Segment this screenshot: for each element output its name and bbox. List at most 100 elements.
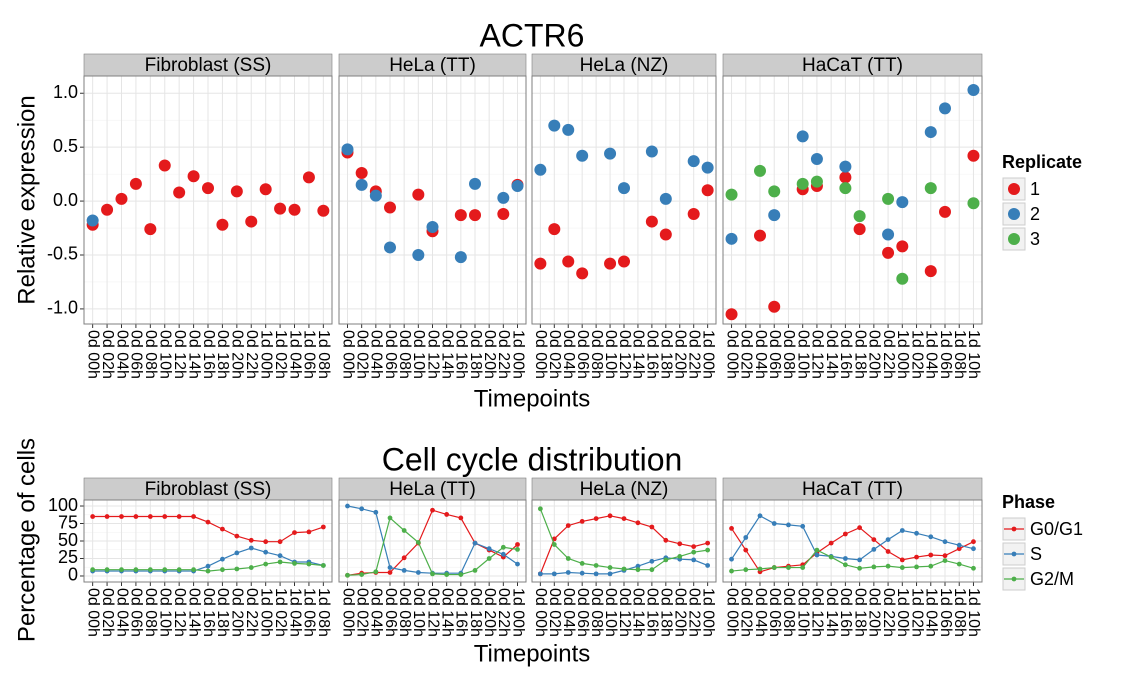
- point: [579, 570, 585, 576]
- point: [691, 557, 697, 563]
- point: [515, 546, 520, 552]
- point: [956, 561, 962, 567]
- point: [914, 564, 919, 570]
- x-tick-label: 0d 16h: [453, 588, 470, 637]
- point: [743, 547, 749, 553]
- point: [486, 556, 492, 561]
- x-tick-label: 0d 20h: [229, 330, 246, 379]
- scatter-point: [497, 208, 510, 221]
- scatter-point: [659, 192, 672, 205]
- x-tick-label: 0d 06h: [382, 330, 399, 379]
- point: [828, 540, 834, 546]
- scatter-point: [355, 167, 368, 180]
- scatter-point: [216, 218, 229, 231]
- scatter-point: [341, 143, 354, 156]
- point: [928, 552, 934, 558]
- point: [458, 572, 464, 577]
- scatter-point: [384, 241, 396, 254]
- scatter-point: [562, 255, 575, 268]
- x-tick-label: 0d 04h: [113, 330, 130, 379]
- legend-marker: [1008, 208, 1020, 220]
- point: [415, 570, 421, 575]
- x-tick-label: 0d 00h: [84, 588, 101, 637]
- chart-title: ACTR6: [480, 17, 585, 53]
- scatter-point: [454, 209, 467, 222]
- x-tick-label: 1d 08h: [315, 588, 332, 637]
- point: [430, 507, 435, 513]
- x-tick-label: 0d 00h: [723, 330, 740, 379]
- point: [942, 553, 948, 559]
- scatter-point: [796, 130, 809, 143]
- point: [176, 514, 182, 519]
- point: [607, 513, 613, 519]
- point: [119, 567, 124, 573]
- scatter-point: [768, 209, 781, 222]
- x-tick-label: 0d 18h: [467, 588, 484, 637]
- point: [387, 570, 393, 575]
- legend-marker: [1008, 233, 1020, 245]
- scatter-point: [659, 228, 672, 241]
- scatter-point: [274, 202, 287, 215]
- point: [705, 540, 711, 546]
- point: [133, 567, 139, 573]
- x-tick-label: 1d 02h: [908, 330, 925, 379]
- point: [500, 544, 506, 550]
- scatter-point: [317, 204, 330, 217]
- x-tick-label: 1d 04h: [286, 330, 303, 379]
- point: [814, 552, 820, 558]
- x-tick-label: 1d 08h: [315, 330, 332, 379]
- x-tick-label: 0d 08h: [396, 330, 413, 379]
- point: [899, 565, 905, 570]
- scatter-point: [548, 223, 561, 236]
- x-tick-label: 0d 12h: [424, 330, 441, 379]
- scatter-point: [853, 210, 866, 223]
- x-tick-label: 0d 18h: [467, 330, 484, 379]
- x-tick-label: 0d 18h: [214, 588, 231, 637]
- point: [387, 515, 393, 521]
- x-tick-label: 0d 04h: [752, 588, 769, 637]
- point: [857, 557, 863, 563]
- point: [757, 513, 763, 519]
- point: [691, 544, 697, 549]
- point: [705, 547, 711, 553]
- point: [90, 567, 96, 573]
- facet-title: HeLa (TT): [389, 55, 476, 76]
- x-tick-label: 0d 08h: [588, 330, 605, 379]
- x-tick-label: 1d 04h: [923, 330, 940, 379]
- point: [914, 530, 919, 536]
- point: [635, 520, 641, 526]
- x-tick-label: 0d 22h: [685, 588, 702, 637]
- legend-label: G0/G1: [1030, 519, 1083, 539]
- x-tick-label: 1d 06h: [937, 330, 954, 379]
- x-tick-label: 0d 08h: [588, 588, 605, 637]
- scatter-point: [548, 119, 561, 132]
- legend-marker: [1011, 526, 1017, 532]
- x-tick-label: 0d 14h: [185, 588, 202, 637]
- point: [842, 556, 848, 561]
- x-tick-label: 0d 08h: [396, 588, 413, 637]
- x-tick-label: 0d 02h: [353, 588, 370, 637]
- scatter-point: [754, 229, 766, 242]
- point: [551, 542, 557, 547]
- point: [971, 546, 976, 552]
- scatter-point: [534, 163, 547, 176]
- facet-title: HeLa (NZ): [580, 479, 669, 500]
- scatter-point: [725, 188, 738, 201]
- point: [649, 567, 655, 573]
- x-tick-label: 0d 10h: [157, 330, 174, 379]
- point: [885, 537, 891, 543]
- point: [786, 565, 791, 570]
- x-tick-label: 0d 22h: [243, 588, 260, 637]
- x-tick-label: 0d 20h: [672, 588, 689, 637]
- legend-marker: [1008, 183, 1020, 195]
- point: [635, 567, 641, 573]
- scatter-point: [115, 192, 128, 205]
- x-tick-label: 0d 00h: [532, 330, 549, 379]
- x-tick-label: 0d 12h: [171, 588, 188, 637]
- x-tick-label: 0d 14h: [185, 330, 202, 379]
- x-tick-label: 0d 16h: [644, 330, 661, 379]
- x-tick-label: 1d 10h: [965, 330, 982, 379]
- x-tick-label: 0d 20h: [481, 330, 498, 379]
- point: [292, 530, 297, 536]
- point: [515, 561, 520, 567]
